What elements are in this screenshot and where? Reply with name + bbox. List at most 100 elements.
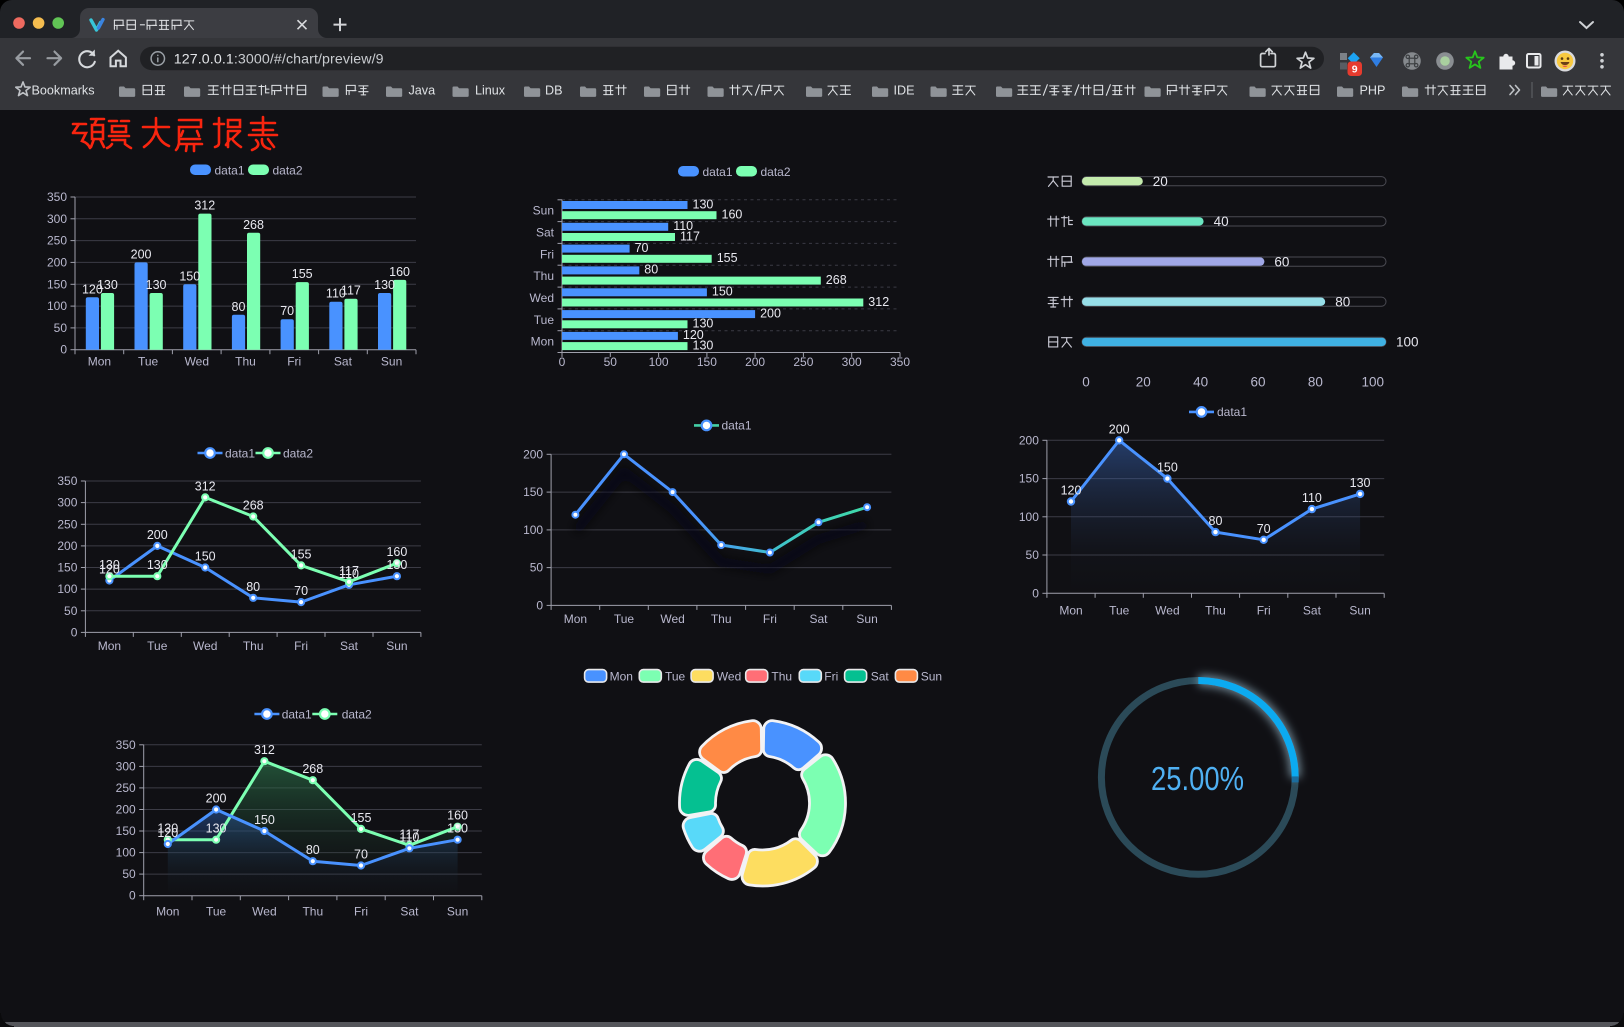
svg-text:200: 200 (745, 355, 765, 369)
svg-text:150: 150 (57, 561, 77, 575)
svg-text:127.0.0.1:3000/#/chart/preview: 127.0.0.1:3000/#/chart/preview/9 (174, 51, 384, 67)
svg-text:160: 160 (386, 545, 407, 559)
svg-text:130: 130 (206, 822, 227, 836)
svg-text:250: 250 (793, 355, 813, 369)
svg-text:20: 20 (1153, 174, 1168, 189)
svg-text:Mon: Mon (1059, 604, 1082, 618)
svg-text:160: 160 (389, 265, 410, 279)
svg-text:100: 100 (116, 846, 136, 860)
svg-text:80: 80 (306, 843, 320, 857)
svg-text:155: 155 (717, 251, 738, 265)
svg-text:117: 117 (399, 827, 419, 841)
svg-text:100: 100 (47, 299, 67, 313)
svg-text:data1: data1 (225, 446, 255, 460)
svg-text:160: 160 (722, 208, 743, 222)
svg-text:130: 130 (99, 558, 120, 572)
svg-text:268: 268 (243, 499, 264, 513)
svg-text:PHP: PHP (1360, 83, 1386, 97)
svg-text:150: 150 (1019, 472, 1039, 486)
svg-text:Sat: Sat (400, 905, 419, 919)
svg-text:Wed: Wed (660, 612, 684, 626)
svg-text:250: 250 (47, 234, 67, 248)
svg-text:Tue: Tue (1109, 604, 1130, 618)
svg-text:50: 50 (1026, 548, 1040, 562)
svg-text:200: 200 (1109, 422, 1130, 436)
svg-text:9: 9 (1352, 64, 1358, 76)
svg-text:100: 100 (1019, 510, 1039, 524)
svg-text:Mon: Mon (98, 639, 121, 653)
svg-text:312: 312 (254, 743, 275, 757)
svg-text:Java: Java (409, 83, 436, 97)
svg-text:Sat: Sat (871, 669, 890, 683)
svg-text:50: 50 (604, 355, 618, 369)
svg-text:80: 80 (1308, 375, 1323, 390)
svg-text:250: 250 (57, 517, 77, 531)
svg-text:Sat: Sat (1303, 604, 1322, 618)
svg-text:60: 60 (1274, 254, 1289, 269)
svg-text:Sun: Sun (447, 905, 468, 919)
svg-text:Sat: Sat (340, 639, 359, 653)
svg-text:Wed: Wed (717, 669, 741, 683)
svg-text:Sat: Sat (809, 612, 828, 626)
svg-text:Sun: Sun (381, 355, 402, 369)
svg-text:110: 110 (326, 287, 346, 301)
svg-text:268: 268 (243, 218, 264, 232)
svg-text:117: 117 (680, 229, 700, 243)
svg-text:40: 40 (1214, 214, 1229, 229)
svg-text:50: 50 (54, 321, 68, 335)
svg-text:130: 130 (146, 278, 167, 292)
svg-text:130: 130 (693, 317, 714, 331)
svg-text:80: 80 (1209, 514, 1223, 528)
svg-text:Thu: Thu (533, 269, 554, 283)
svg-text:Mon: Mon (88, 355, 111, 369)
svg-text:300: 300 (842, 355, 862, 369)
svg-text:80: 80 (232, 300, 246, 314)
svg-text:120: 120 (1061, 484, 1082, 498)
svg-text:350: 350 (890, 355, 910, 369)
svg-text:100: 100 (57, 582, 77, 596)
svg-text:268: 268 (302, 762, 323, 776)
svg-text:70: 70 (354, 848, 368, 862)
svg-text:Thu: Thu (1205, 604, 1226, 618)
svg-text:130: 130 (374, 278, 395, 292)
svg-text:268: 268 (826, 273, 847, 287)
svg-text:300: 300 (116, 759, 136, 773)
svg-text:Thu: Thu (302, 905, 323, 919)
svg-text:160: 160 (447, 809, 468, 823)
svg-text:130: 130 (693, 197, 714, 211)
svg-text:Fri: Fri (294, 639, 308, 653)
svg-text:120: 120 (157, 826, 178, 840)
svg-text:Sun: Sun (386, 639, 407, 653)
svg-text:data1: data1 (722, 419, 752, 433)
svg-text:Fri: Fri (287, 355, 301, 369)
svg-text:150: 150 (47, 277, 67, 291)
svg-text:120: 120 (683, 328, 704, 342)
svg-text:Tue: Tue (534, 313, 555, 327)
svg-text:250: 250 (116, 781, 136, 795)
svg-text:Fri: Fri (354, 905, 368, 919)
svg-text:150: 150 (179, 269, 200, 283)
svg-text:0: 0 (60, 343, 67, 357)
svg-text:70: 70 (280, 304, 294, 318)
svg-text:70: 70 (1257, 522, 1271, 536)
svg-text:20: 20 (1136, 375, 1151, 390)
svg-text:Wed: Wed (530, 291, 554, 305)
svg-text:70: 70 (294, 584, 308, 598)
svg-text:Tue: Tue (206, 905, 227, 919)
svg-text:312: 312 (195, 479, 216, 493)
svg-text:Fri: Fri (824, 669, 838, 683)
svg-text:117: 117 (341, 284, 361, 298)
svg-text:50: 50 (64, 604, 78, 618)
svg-text:Tue: Tue (665, 669, 686, 683)
svg-text:Tue: Tue (147, 639, 168, 653)
svg-text:130: 130 (1350, 476, 1371, 490)
svg-text:data1: data1 (1217, 405, 1247, 419)
svg-text:Fri: Fri (540, 247, 554, 261)
svg-text:60: 60 (1250, 375, 1265, 390)
svg-text:Fri: Fri (763, 612, 777, 626)
svg-text:110: 110 (1302, 491, 1322, 505)
svg-text:40: 40 (1193, 375, 1208, 390)
svg-text:300: 300 (47, 212, 67, 226)
svg-text:110: 110 (339, 567, 359, 581)
svg-text:130: 130 (386, 558, 407, 572)
